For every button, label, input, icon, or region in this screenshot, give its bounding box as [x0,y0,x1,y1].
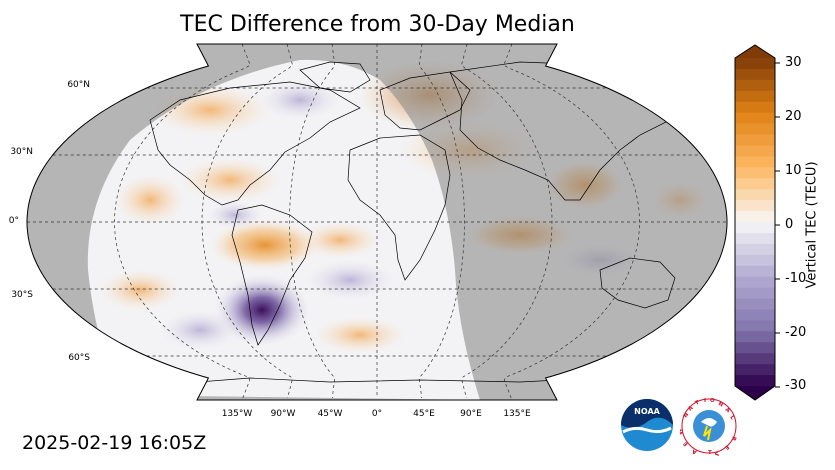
meridian-line [461,44,553,399]
colorbar-tick-minus-10: -10 [785,271,807,286]
meridian-line [114,44,251,399]
svg-text:E: E [723,444,730,451]
colorbar-band [735,101,775,114]
lon-label-90e: 90°E [460,409,482,419]
colorbar-band [735,79,775,92]
colorbar-band [735,200,775,212]
globe-border [26,43,728,401]
colorbar-band [735,156,775,168]
colorbar-border [734,44,776,401]
colorbar-tick-marks [775,62,780,388]
lon-label-135e: 135°E [503,409,531,419]
colorbar-band [735,375,775,387]
colorbar-band [735,287,775,300]
meridian-line [289,44,336,399]
colorbar-extend-top [735,45,775,58]
colorbar-band [735,178,775,190]
colorbar-band [735,123,775,136]
colorbar-tick-minus-30: -30 [785,378,807,393]
colorbar-band [735,353,775,365]
lon-label-45e: 45°E [413,409,435,419]
colorbar-label: Vertical TEC (TECU) [804,161,820,289]
nws-logo: N A T I O N A L W E A T S E R [680,398,737,456]
colorbar-band [735,58,775,70]
lon-label-135w: 135°W [221,409,253,419]
meridian-line [503,44,640,399]
colorbar-band [735,145,775,157]
continent-outlines [149,61,691,386]
colorbar-band [735,112,775,125]
colorbar-band [735,309,775,321]
svg-text:N: N [683,412,691,420]
colorbar-band [735,232,775,245]
colorbar-band [735,222,775,234]
lat-label-30s: 30°S [11,290,33,300]
colorbar-tick-30: 30 [785,55,802,70]
colorbar-band [735,134,775,146]
lon-label-45w: 45°W [317,409,343,419]
colorbar-tick-minus-20: -20 [785,325,807,340]
colorbar-band [735,90,775,103]
colorbar-band [735,342,775,354]
colorbar-extend-bottom [735,386,775,400]
svg-text:N: N [717,401,724,408]
colorbar-band [735,254,775,267]
svg-text:A: A [687,405,695,413]
svg-text:T: T [708,450,712,456]
colorbar-band [735,320,775,332]
svg-text:S: S [714,450,720,456]
noaa-logo: NOAA [621,399,673,451]
svg-text:T: T [695,400,701,407]
page-title: TEC Difference from 30-Day Median [180,12,575,37]
colorbar-tick-0: 0 [785,217,794,232]
colorbar-tick-10: 10 [785,163,802,178]
svg-text:O: O [710,398,715,404]
colorbar-band [735,276,775,289]
lat-label-equator: 0° [8,216,19,226]
colorbar [734,44,780,401]
svg-text:NOAA: NOAA [634,407,660,416]
colorbar-band [735,243,775,256]
meridian-line [418,44,465,399]
colorbar-bands [735,45,775,400]
svg-text:L: L [728,415,735,422]
colorbar-band [735,298,775,310]
colorbar-band [735,211,775,223]
colorbar-band [735,331,775,343]
timestamp: 2025-02-19 16:05Z [22,432,207,454]
lat-label-60n: 60°N [67,80,90,90]
colorbar-band [735,68,775,81]
colorbar-band [735,364,775,376]
colorbar-band [735,167,775,179]
svg-text:A: A [724,407,732,415]
meridian-line [201,44,293,399]
lat-label-60s: 60°S [68,353,90,363]
colorbar-band [735,189,775,201]
lon-label-90w: 90°W [270,409,296,419]
lon-label-0: 0° [371,409,383,419]
svg-text:I: I [704,398,706,404]
svg-text:A: A [691,447,698,454]
svg-text:E: E [682,440,689,447]
svg-text:W: W [680,428,685,436]
svg-text:R: R [729,435,736,442]
colorbar-band [735,265,775,278]
colorbar-tick-20: 20 [785,109,802,124]
lat-label-30n: 30°N [10,147,33,157]
